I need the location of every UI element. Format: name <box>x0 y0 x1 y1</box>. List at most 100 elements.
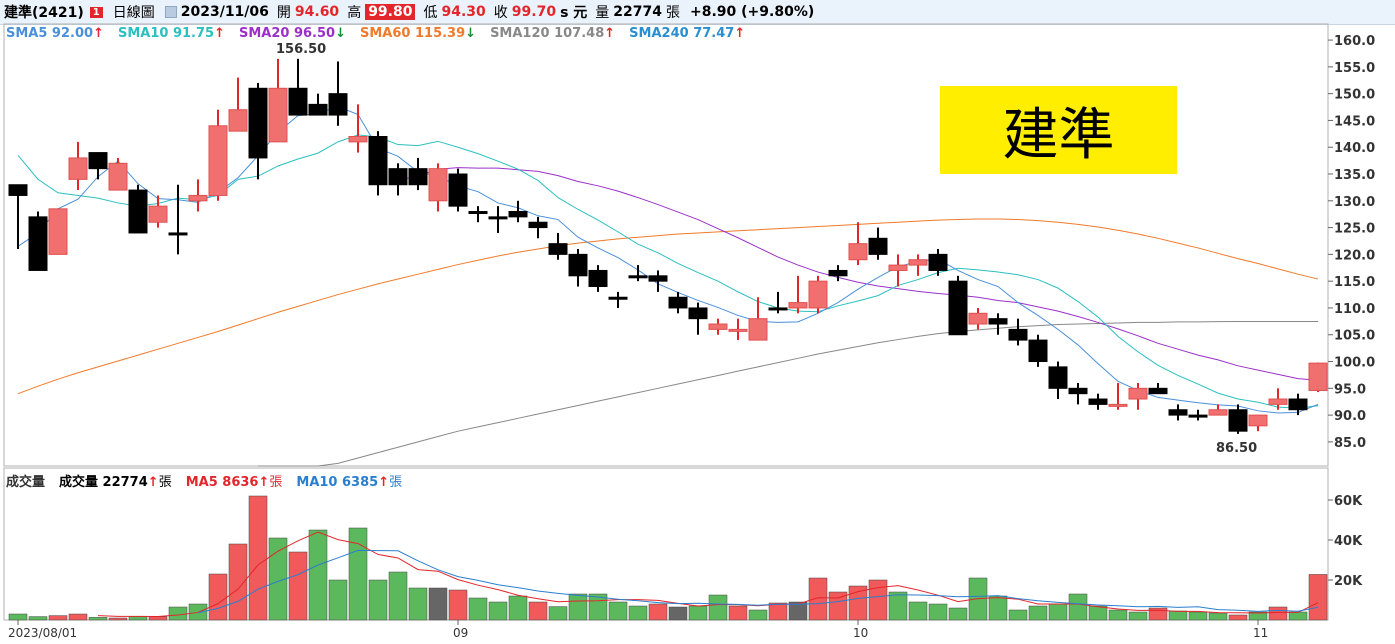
period-label[interactable]: 日線圖 <box>112 5 155 21</box>
low-label: 低 <box>423 5 438 21</box>
candle-body <box>1088 398 1108 405</box>
volume-bar <box>348 527 368 621</box>
price-panel <box>3 23 1329 467</box>
candle-body <box>508 211 528 218</box>
volume-ma10-line <box>197 549 1319 614</box>
x-tick-label: 10 <box>853 626 868 640</box>
candle-body <box>1168 409 1188 416</box>
sma5-line <box>17 105 1319 414</box>
volume-value: 22774 <box>613 4 663 20</box>
candle-body <box>1108 403 1128 407</box>
volume-bar <box>1128 611 1148 621</box>
volume-bar <box>908 601 928 621</box>
volume-bar <box>308 529 328 621</box>
volume-bar <box>548 606 568 621</box>
volume-bar <box>1028 605 1048 621</box>
volume-bar <box>268 537 288 621</box>
candle-body <box>308 103 328 116</box>
volume-panel <box>3 467 1329 621</box>
candle-body <box>1188 414 1208 418</box>
volume-bar <box>848 585 868 621</box>
volume-legend-item: MA10 6385↑張 <box>296 475 402 490</box>
candle-body <box>808 280 828 309</box>
price-tick-label: 155.0 <box>1334 61 1375 76</box>
volume-legend-text: MA5 8636 <box>185 475 259 490</box>
high-label: 高 <box>347 5 362 21</box>
candle-body <box>328 93 348 116</box>
volume-bar <box>248 495 268 621</box>
low-value: 94.30 <box>441 4 486 20</box>
candle-body <box>948 280 968 336</box>
volume-bar <box>1068 593 1088 621</box>
volume-bar <box>808 577 828 621</box>
sma-legend-item: SMA5 92.00↑ <box>6 26 104 41</box>
candle-body <box>528 221 548 229</box>
volume-bar <box>768 602 788 621</box>
volume-bar <box>408 587 428 621</box>
candle-body <box>1068 387 1088 395</box>
candle-body <box>868 237 888 255</box>
candle-body <box>248 87 268 159</box>
volume-legend-item: 成交量 22774↑張 <box>59 475 172 490</box>
volume-bar <box>88 617 108 621</box>
price-tick-label: 125.0 <box>1334 222 1375 237</box>
sma-legend-text: SMA240 77.47 <box>629 26 735 41</box>
candle-body <box>628 275 648 279</box>
candle-body <box>1308 362 1328 391</box>
candle-body <box>1228 409 1248 432</box>
candle-body <box>28 216 48 271</box>
price-tick-label: 145.0 <box>1334 114 1375 129</box>
candle-body <box>448 173 468 207</box>
volume-bar <box>1048 603 1068 621</box>
candle-body <box>568 253 588 277</box>
price-change: +8.90 (+9.80%) <box>690 4 815 20</box>
volume-bar <box>948 607 968 621</box>
volume-bar <box>468 597 488 621</box>
candle-body <box>608 296 628 300</box>
volume-bar <box>668 606 688 621</box>
volume-bar <box>828 591 848 621</box>
candle-body <box>908 259 928 266</box>
volume-bar <box>1108 609 1128 621</box>
candle-body <box>848 243 868 261</box>
arrow-icon: ↑ <box>258 475 270 490</box>
volume-bar <box>448 589 468 621</box>
arrow-icon: ↑ <box>734 26 746 41</box>
candle-body <box>428 168 448 202</box>
volume-bar <box>1308 574 1328 621</box>
price-tick-label: 120.0 <box>1334 248 1375 263</box>
period-dropdown-icon[interactable] <box>164 6 177 18</box>
sma-legend-text: SMA20 96.50 <box>238 26 336 41</box>
candle-body <box>748 318 768 341</box>
candle-body <box>188 194 208 202</box>
stock-name[interactable]: 建準(2421) <box>4 5 84 21</box>
volume-bar <box>628 605 648 621</box>
candle-body <box>388 168 408 186</box>
volume-bar <box>288 551 308 621</box>
price-annotation: 156.50 <box>276 42 326 57</box>
price-tick-label: 160.0 <box>1334 34 1375 49</box>
volume-bar <box>728 605 748 621</box>
candle-body <box>888 264 908 271</box>
volume-legend-unit: 張 <box>389 475 403 490</box>
candle-body <box>88 152 108 170</box>
volume-legend-item: 成交量 <box>6 475 45 490</box>
volume-bar <box>988 595 1008 621</box>
volume-bar <box>1148 607 1168 621</box>
sma60-line <box>17 218 1319 395</box>
arrow-icon: ↑ <box>147 475 159 490</box>
candle-body <box>208 125 228 196</box>
candle-body <box>268 87 288 143</box>
price-tick-label: 90.0 <box>1334 409 1366 424</box>
volume-legend-unit: 張 <box>158 475 172 490</box>
volume-bar <box>328 579 348 621</box>
volume-bar <box>168 606 188 621</box>
candle-body <box>408 168 428 186</box>
candle-body <box>1028 339 1048 363</box>
price-tick-label: 110.0 <box>1334 302 1375 317</box>
candle-body <box>8 184 28 196</box>
candle-body <box>728 328 748 332</box>
candle-body <box>1208 409 1228 416</box>
volume-bar <box>688 605 708 621</box>
